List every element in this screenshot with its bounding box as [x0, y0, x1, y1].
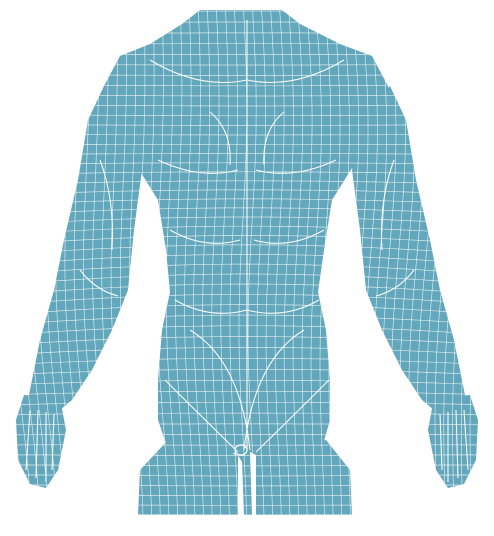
- mesh-anatomy-lines: [25, 20, 469, 482]
